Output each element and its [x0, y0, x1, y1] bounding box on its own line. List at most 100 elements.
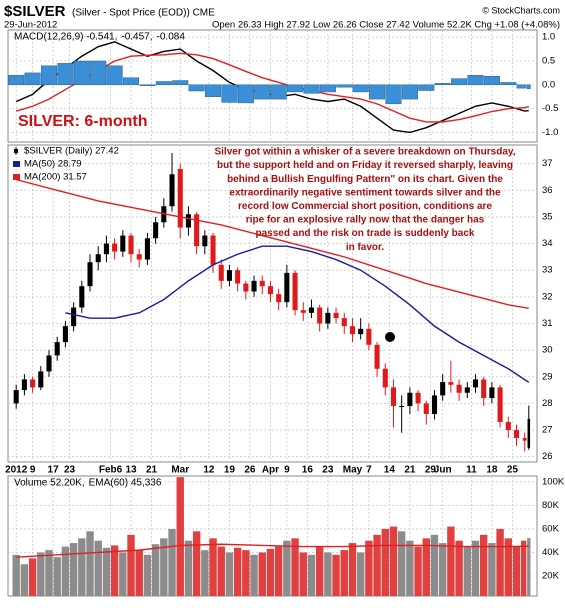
- source: © StockCharts.com: [482, 5, 560, 15]
- y-tick-label: 33: [542, 265, 553, 276]
- candle-body: [522, 438, 527, 441]
- bar: [356, 552, 365, 596]
- bar: [479, 534, 488, 596]
- legend-label: MACD(12,26,9) -0.541,: [14, 32, 117, 43]
- bar: [205, 84, 222, 97]
- legend-label: $SILVER (Daily) 27.42: [24, 146, 119, 157]
- legend-icon: [13, 161, 20, 167]
- candle-body: [30, 379, 36, 388]
- bar: [127, 534, 135, 596]
- series-line: [65, 245, 530, 383]
- description: (Silver - Spot Price (EOD)) CME: [72, 8, 215, 19]
- candle-body: [366, 328, 372, 345]
- y-tick-label: 37: [542, 158, 553, 169]
- legend-label: -0.457,: [121, 32, 152, 43]
- y-tick-label: 36: [542, 185, 553, 196]
- y-tick-label: 35: [542, 211, 553, 222]
- candle-body: [202, 235, 208, 247]
- bar: [266, 548, 275, 596]
- candle-body: [235, 270, 241, 284]
- y-tick-label: 60K: [542, 523, 560, 534]
- candle-body: [472, 379, 479, 388]
- bar: [422, 538, 430, 596]
- y-tick-label: 34: [542, 238, 553, 249]
- bar: [135, 550, 143, 596]
- bar: [332, 554, 340, 596]
- comment-line: Silver got within a whisker of a severe …: [214, 147, 515, 158]
- candle-body: [489, 387, 495, 399]
- bar: [287, 84, 304, 93]
- bar: [90, 60, 107, 86]
- x-tick-label: 29: [425, 465, 437, 476]
- y-tick-label: 0.0: [542, 79, 555, 90]
- symbol: $SILVER: [4, 3, 66, 20]
- x-tick-label: Apr: [262, 465, 279, 476]
- bar: [139, 84, 156, 86]
- candle-body: [46, 355, 52, 372]
- candle-body: [374, 344, 380, 369]
- bar: [526, 84, 531, 90]
- bar: [8, 75, 25, 86]
- bar: [348, 543, 357, 596]
- candle-body: [120, 235, 126, 252]
- bar: [434, 83, 451, 86]
- bar: [20, 564, 29, 596]
- y-tick-label: 20K: [542, 571, 560, 582]
- x-tick-label: 25: [507, 465, 519, 476]
- comment-line: ripe for an explosive rally now that the…: [246, 215, 485, 226]
- candle-body: [79, 286, 85, 308]
- y-tick-label: -1.0: [542, 127, 558, 138]
- bar: [250, 554, 258, 596]
- candle-body: [431, 395, 438, 415]
- candle-body: [13, 390, 19, 404]
- comment-line: but the support held and on Friday it re…: [217, 160, 513, 171]
- candle-body: [399, 406, 405, 408]
- x-tick-label: 26: [244, 465, 256, 476]
- bar: [451, 78, 468, 86]
- y-tick-label: 31: [542, 318, 553, 329]
- bar: [242, 550, 250, 596]
- bar: [188, 84, 205, 92]
- bar: [438, 543, 447, 596]
- candle-body: [62, 326, 68, 343]
- bar: [512, 546, 521, 596]
- bar: [373, 534, 381, 596]
- bar: [401, 84, 418, 100]
- x-tick-label: 11: [466, 465, 477, 476]
- candle-body: [128, 235, 134, 255]
- bar: [406, 540, 414, 596]
- candle-body: [341, 318, 347, 327]
- legend-label: MA(50) 28.79: [24, 159, 82, 170]
- bar: [397, 531, 406, 596]
- candle-body: [407, 392, 413, 407]
- bar: [336, 84, 353, 88]
- bar: [307, 554, 316, 596]
- bar: [471, 540, 480, 596]
- candle-body: [448, 382, 454, 385]
- candle-body: [481, 379, 487, 399]
- y-tick-label: 26: [542, 451, 553, 462]
- bar: [385, 84, 402, 105]
- bar: [86, 531, 94, 596]
- candle-body: [349, 326, 356, 335]
- candle-body: [382, 368, 388, 388]
- bar: [291, 538, 299, 596]
- x-tick-label: Feb6: [99, 465, 123, 476]
- candle-body: [259, 280, 265, 287]
- candle-body: [95, 254, 101, 263]
- bar: [381, 528, 389, 596]
- candle-body: [243, 283, 249, 292]
- bar: [319, 84, 336, 93]
- y-tick-label: 30: [542, 345, 553, 356]
- candle-body: [464, 387, 470, 393]
- x-tick-label: 21: [404, 465, 416, 476]
- candle-body: [284, 272, 290, 303]
- x-tick-label: 23: [64, 465, 76, 476]
- x-tick-label: 19: [224, 465, 236, 476]
- bar: [274, 546, 283, 596]
- bar: [488, 543, 496, 596]
- annotation: SILVER: 6-month: [18, 113, 147, 130]
- bar: [389, 526, 398, 596]
- candle-body: [87, 262, 93, 287]
